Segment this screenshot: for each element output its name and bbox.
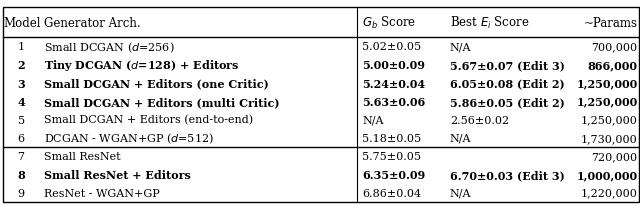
Text: 5.63±0.06: 5.63±0.06: [362, 96, 426, 107]
Text: 700,000: 700,000: [591, 42, 637, 52]
Text: 2: 2: [17, 60, 25, 71]
Text: Tiny DCGAN ($d$=128) + Editors: Tiny DCGAN ($d$=128) + Editors: [44, 58, 239, 73]
Text: 1,250,000: 1,250,000: [576, 78, 637, 89]
Text: 1,000,000: 1,000,000: [576, 169, 637, 180]
Text: 5.18±0.05: 5.18±0.05: [362, 133, 421, 143]
Text: 5: 5: [17, 115, 25, 125]
Text: 5.00±0.09: 5.00±0.09: [362, 60, 425, 71]
Text: 6.05±0.08 (Edit 2): 6.05±0.08 (Edit 2): [450, 78, 564, 89]
Text: N/A: N/A: [450, 133, 472, 143]
Text: DCGAN - WGAN+GP ($d$=512): DCGAN - WGAN+GP ($d$=512): [44, 131, 213, 145]
Text: Small ResNet: Small ResNet: [44, 151, 120, 161]
Text: 6: 6: [17, 133, 25, 143]
Text: 2.56±0.02: 2.56±0.02: [450, 115, 509, 125]
Text: 1,250,000: 1,250,000: [580, 115, 637, 125]
Text: 866,000: 866,000: [588, 60, 637, 71]
Text: N/A: N/A: [362, 115, 384, 125]
Text: Small ResNet + Editors: Small ResNet + Editors: [44, 169, 190, 180]
Text: Small DCGAN ($d$=256): Small DCGAN ($d$=256): [44, 40, 174, 54]
Text: 4: 4: [17, 96, 25, 107]
Text: Small DCGAN + Editors (multi Critic): Small DCGAN + Editors (multi Critic): [44, 96, 279, 107]
Text: 6.35±0.09: 6.35±0.09: [362, 169, 426, 180]
Text: ~Params: ~Params: [584, 17, 637, 30]
Text: Small DCGAN + Editors (end-to-end): Small DCGAN + Editors (end-to-end): [44, 115, 253, 125]
Text: 1,250,000: 1,250,000: [576, 96, 637, 107]
Text: 9: 9: [17, 188, 25, 198]
Text: N/A: N/A: [450, 42, 472, 52]
Text: 5.67±0.07 (Edit 3): 5.67±0.07 (Edit 3): [450, 60, 564, 71]
Text: Generator Arch.: Generator Arch.: [44, 17, 140, 30]
Text: 8: 8: [17, 169, 25, 180]
Text: 6.86±0.04: 6.86±0.04: [362, 188, 421, 198]
Text: 1: 1: [17, 42, 25, 52]
Text: 5.75±0.05: 5.75±0.05: [362, 151, 421, 161]
Text: 3: 3: [17, 78, 25, 89]
Text: Small DCGAN + Editors (one Critic): Small DCGAN + Editors (one Critic): [44, 78, 268, 89]
Text: $G_b$ Score: $G_b$ Score: [362, 15, 417, 31]
Text: 1,220,000: 1,220,000: [580, 188, 637, 198]
Text: 5.02±0.05: 5.02±0.05: [362, 42, 421, 52]
Text: 5.24±0.04: 5.24±0.04: [362, 78, 426, 89]
Text: 1,730,000: 1,730,000: [580, 133, 637, 143]
Text: N/A: N/A: [450, 188, 472, 198]
Text: 720,000: 720,000: [591, 151, 637, 161]
Text: ResNet - WGAN+GP: ResNet - WGAN+GP: [44, 188, 159, 198]
Text: Model: Model: [3, 17, 41, 30]
Text: 5.86±0.05 (Edit 2): 5.86±0.05 (Edit 2): [450, 96, 564, 107]
Text: 7: 7: [18, 151, 24, 161]
Text: Best $E_i$ Score: Best $E_i$ Score: [450, 15, 529, 31]
Text: 6.70±0.03 (Edit 3): 6.70±0.03 (Edit 3): [450, 169, 564, 180]
